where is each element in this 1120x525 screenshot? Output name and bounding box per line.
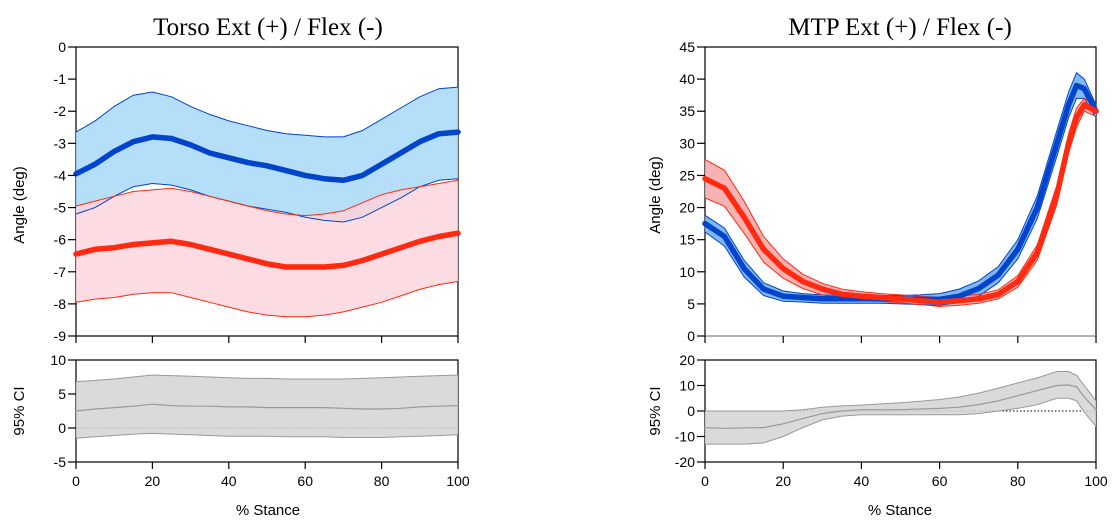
mtp-ci-series-line-0 bbox=[704, 384, 1097, 429]
mtp-ci-x-tick-label-3: 60 bbox=[932, 473, 948, 489]
torso-y-tick-label-5: -5 bbox=[54, 200, 67, 216]
mtp-y-tick-label-2: 35 bbox=[679, 103, 695, 119]
mtp-y-axis-label: Angle (deg) bbox=[647, 156, 664, 234]
torso-ci-series-line-0 bbox=[75, 403, 459, 412]
mtp-x-axis-label: % Stance bbox=[868, 502, 932, 519]
torso-x-axis-label: % Stance bbox=[236, 502, 300, 519]
mtp-ci-y-tick-label-1: 10 bbox=[679, 378, 695, 394]
mtp-ci-band-upper-edge-0 bbox=[705, 371, 1097, 412]
torso-series-line-0 bbox=[73, 129, 461, 184]
torso-y-tick-label-7: -7 bbox=[54, 264, 67, 280]
torso-y-tick-label-2: -2 bbox=[54, 103, 67, 119]
mtp-y-tick-label-0: 45 bbox=[679, 39, 695, 55]
torso-ci-x-tick-label-3: 60 bbox=[297, 473, 313, 489]
torso-ci-band-upper-edge-0 bbox=[75, 374, 459, 383]
mtp-ci-band-lower-edge-0 bbox=[705, 397, 1097, 445]
mtp-ci-y-tick-label-3: -10 bbox=[675, 429, 695, 445]
mtp-y-tick-label-6: 15 bbox=[679, 232, 695, 248]
mtp-y-tick-label-1: 40 bbox=[679, 71, 695, 87]
mtp-y-tick-label-8: 5 bbox=[687, 296, 695, 312]
torso-angle-panel: Torso Ext (+) / Flex (-) Angle (deg) 0 -1… bbox=[11, 14, 461, 344]
torso-y-tick-label-6: -6 bbox=[54, 232, 67, 248]
torso-y-tick-label-8: -8 bbox=[54, 296, 67, 312]
mtp-y-tick-label-3: 30 bbox=[679, 135, 695, 151]
mtp-ci-x-tick-label-1: 20 bbox=[775, 473, 791, 489]
torso-ci-y-tick-label-0: 10 bbox=[50, 352, 66, 368]
mtp-ci-x-tick-label-5: 100 bbox=[1084, 473, 1108, 489]
mtp-ci-x-tick-label-0: 0 bbox=[701, 473, 709, 489]
torso-ci-x-tick-label-2: 40 bbox=[221, 473, 237, 489]
mtp-ci-y-axis-label: 95% CI bbox=[647, 386, 664, 435]
torso-ci-x-tick-label-1: 20 bbox=[145, 473, 161, 489]
torso-y-tick-label-4: -4 bbox=[54, 167, 67, 183]
mtp-ci-x-tick-label-4: 80 bbox=[1010, 473, 1026, 489]
mtp-y-tick-label-5: 20 bbox=[679, 200, 695, 216]
mtp-ci-y-tick-label-0: 20 bbox=[679, 352, 695, 368]
torso-ci-y-tick-label-3: -5 bbox=[54, 454, 67, 470]
torso-band-0 bbox=[76, 87, 458, 222]
mtp-series-line-1 bbox=[702, 102, 1099, 305]
mtp-y-tick-label-9: 0 bbox=[687, 328, 695, 344]
mtp-ci-x-tick-label-2: 40 bbox=[854, 473, 870, 489]
torso-band-upper-edge-0 bbox=[75, 86, 459, 138]
torso-y-tick-label-0: 0 bbox=[58, 39, 66, 55]
torso-band-upper-edge-1 bbox=[75, 179, 459, 217]
mtp-ci-band-0 bbox=[705, 371, 1096, 445]
torso-ci-y-axis-label: 95% CI bbox=[11, 386, 28, 435]
mtp-y-tick-label-4: 25 bbox=[679, 167, 695, 183]
mtp-angle-panel: MTP Ext (+) / Flex (-) Angle (deg) 45 40 3… bbox=[647, 14, 1099, 344]
torso-ci-x-tick-label-5: 100 bbox=[446, 473, 470, 489]
torso-ci-y-tick-label-2: 0 bbox=[58, 420, 66, 436]
mtp-title: MTP Ext (+) / Flex (-) bbox=[788, 14, 1012, 41]
torso-band-1 bbox=[76, 180, 458, 317]
torso-title: Torso Ext (+) / Flex (-) bbox=[153, 14, 383, 41]
torso-ci-band-lower-edge-0 bbox=[75, 432, 459, 439]
torso-band-lower-edge-0 bbox=[75, 178, 459, 223]
mtp-y-tick-label-7: 10 bbox=[679, 264, 695, 280]
torso-ci-x-tick-label-4: 80 bbox=[374, 473, 390, 489]
torso-y-tick-label-9: -9 bbox=[54, 328, 67, 344]
mtp-band-0 bbox=[705, 72, 1096, 306]
torso-y-tick-label-3: -3 bbox=[54, 135, 67, 151]
torso-ci-panel: 95% CI % Stance 10 5 0 -5 0 20 40 60 80 100 bbox=[11, 352, 470, 519]
torso-y-axis-label: Angle (deg) bbox=[11, 166, 28, 244]
torso-ci-x-tick-label-0: 0 bbox=[72, 473, 80, 489]
mtp-series-line-0 bbox=[702, 82, 1099, 303]
torso-series-line-1 bbox=[73, 230, 461, 270]
torso-band-lower-edge-1 bbox=[75, 280, 459, 318]
mtp-ci-y-tick-label-4: -20 bbox=[675, 454, 695, 470]
torso-y-tick-label-1: -1 bbox=[54, 71, 67, 87]
mtp-ci-y-tick-label-2: 0 bbox=[687, 403, 695, 419]
torso-ci-y-tick-label-1: 5 bbox=[58, 386, 66, 402]
mtp-band-upper-edge-0 bbox=[704, 71, 1097, 296]
torso-ci-band-0 bbox=[76, 375, 458, 439]
